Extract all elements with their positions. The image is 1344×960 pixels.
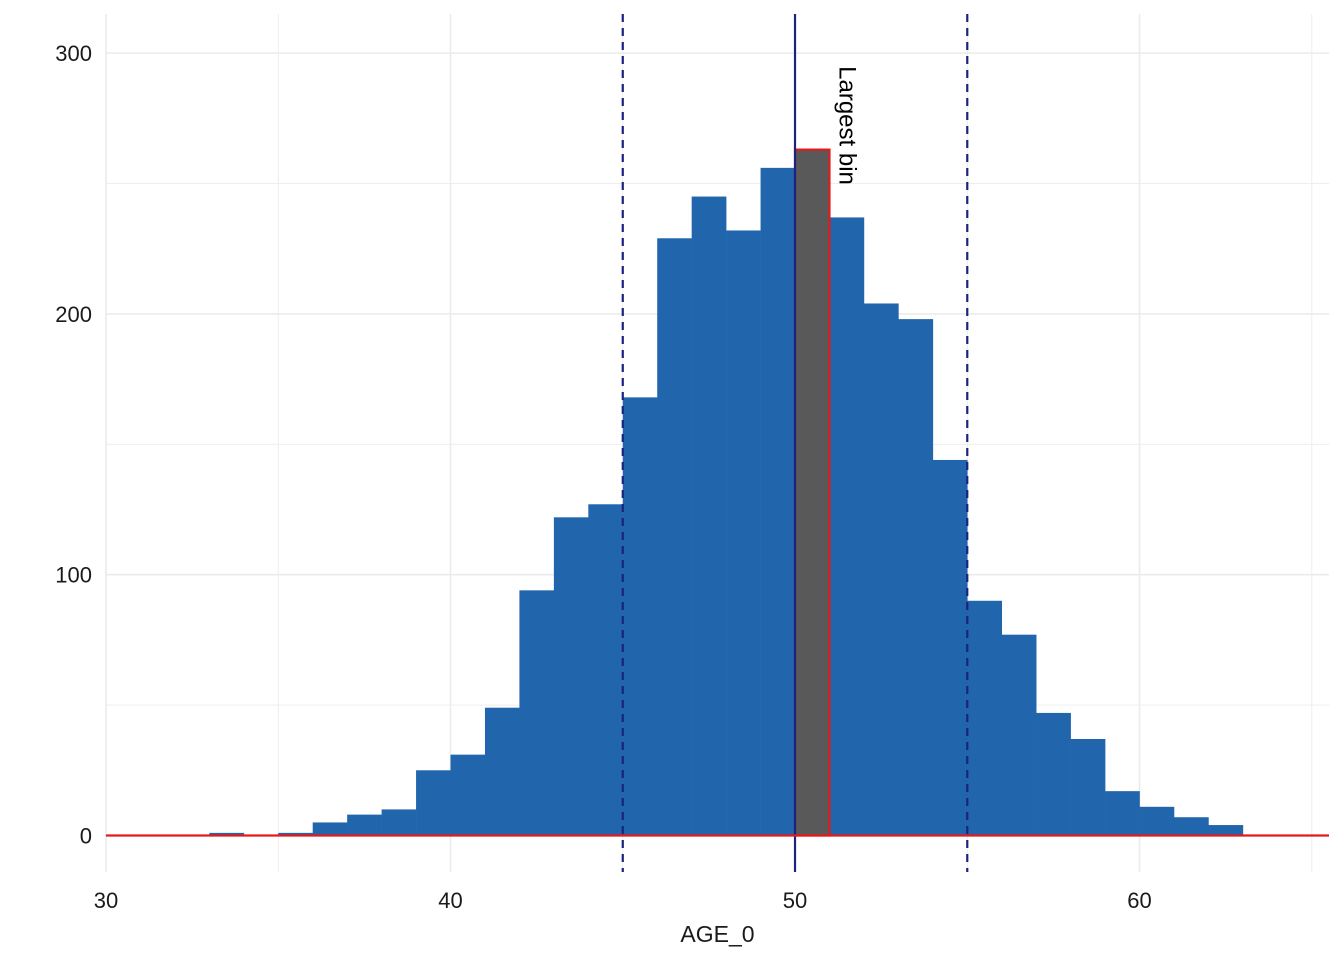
histogram-bar — [967, 600, 1003, 836]
histogram-bar — [484, 707, 520, 836]
histogram-bar — [829, 217, 865, 836]
highlight-layer — [793, 148, 831, 837]
histogram-bar — [726, 230, 761, 836]
histogram-bar — [278, 832, 314, 836]
histogram-bar — [1139, 806, 1175, 836]
histogram-bar — [519, 590, 555, 836]
y-tick-label: 300 — [55, 41, 92, 66]
histogram-bar — [347, 814, 382, 836]
histogram-bar — [312, 822, 348, 836]
histogram-bars — [209, 167, 1244, 836]
x-tick-label: 30 — [94, 888, 118, 913]
largest-bin-label: Largest bin — [833, 66, 860, 185]
histogram-bar — [898, 319, 934, 836]
histogram-bar — [657, 238, 692, 836]
histogram-bar — [416, 770, 451, 836]
histogram-bar — [1070, 738, 1106, 836]
histogram-bar — [760, 167, 796, 836]
histogram-bar — [450, 754, 486, 836]
histogram-bar — [553, 517, 589, 836]
histogram-bar — [1173, 817, 1209, 836]
y-tick-label: 0 — [80, 823, 92, 848]
x-tick-label: 40 — [438, 888, 462, 913]
y-tick-label: 200 — [55, 302, 92, 327]
x-tick-label: 50 — [783, 888, 807, 913]
histogram-bar — [1105, 791, 1140, 836]
highlight-bar — [793, 148, 831, 837]
tick-labels: 30 40 50 60 0 100 200 300 — [55, 41, 1151, 913]
histogram-bar — [622, 397, 658, 836]
histogram-bar — [209, 832, 245, 836]
reference-lines — [106, 14, 1329, 872]
x-axis-title: AGE_0 — [680, 921, 754, 947]
histogram-bar — [588, 504, 624, 836]
histogram-bar — [1036, 712, 1071, 836]
histogram-bar — [932, 459, 968, 836]
histogram-bar — [1208, 825, 1244, 836]
histogram-bar — [381, 809, 417, 836]
x-tick-label: 60 — [1127, 888, 1151, 913]
y-tick-label: 100 — [55, 563, 92, 588]
histogram-bar — [1001, 634, 1037, 836]
histogram-bar — [863, 303, 899, 836]
histogram-bar — [691, 196, 727, 836]
